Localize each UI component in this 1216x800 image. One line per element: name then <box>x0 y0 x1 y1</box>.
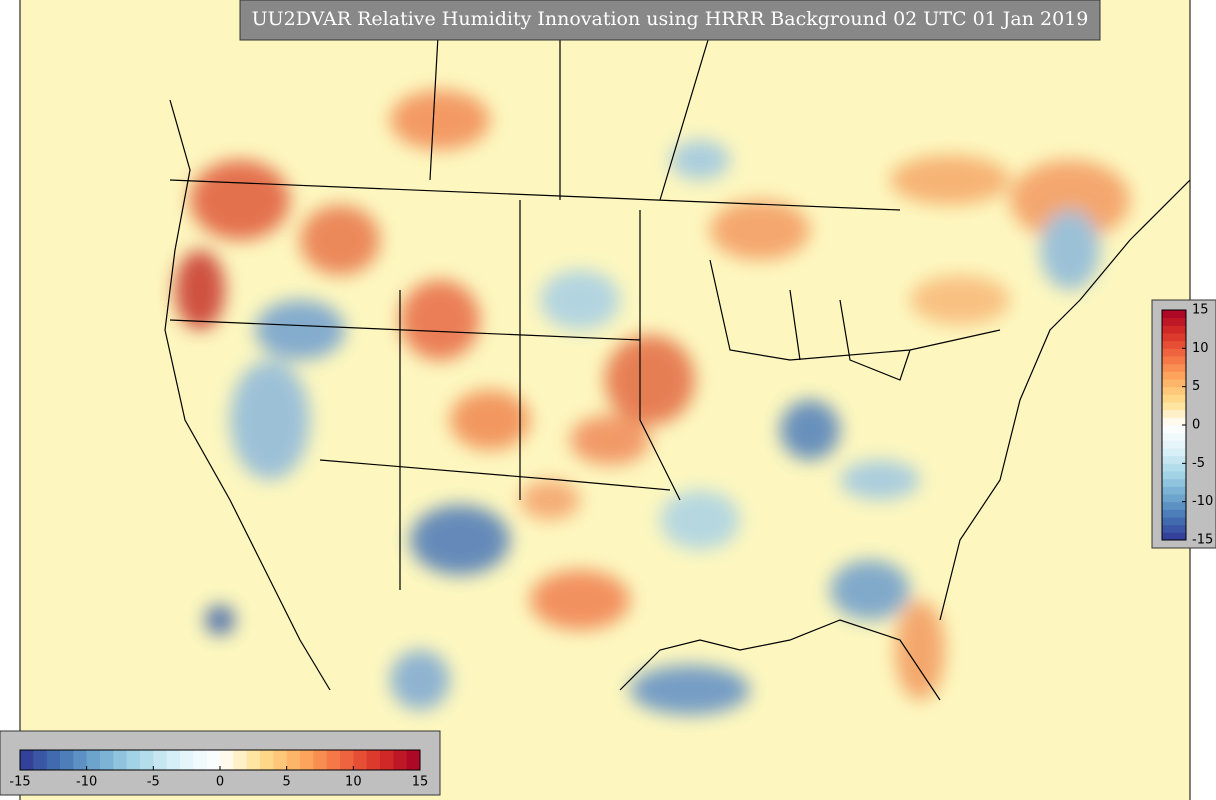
colorbar-swatch <box>86 750 101 770</box>
colorbar-tick-label: 10 <box>1192 341 1209 356</box>
colorbar-swatch <box>1162 379 1186 388</box>
colorbar-swatch <box>1162 509 1186 518</box>
colorbar-tick-label: -10 <box>1192 494 1213 509</box>
colorbar-swatch <box>286 750 301 770</box>
colorbar-swatch <box>1162 371 1186 380</box>
colorbar-swatch <box>33 750 48 770</box>
colorbar-swatch <box>1162 517 1186 526</box>
colorbar-swatch <box>1162 417 1186 426</box>
colorbar-swatch <box>393 750 408 770</box>
colorbar-tick-label: -5 <box>1192 456 1205 471</box>
colorbar-swatch <box>1162 425 1186 434</box>
colorbar-swatch <box>1162 348 1186 357</box>
colorbar-tick-label: -15 <box>1192 533 1213 548</box>
colorbar-swatch <box>1162 448 1186 457</box>
colorbar-swatch <box>1162 471 1186 480</box>
colorbar-swatch <box>246 750 261 770</box>
colorbar-swatch <box>46 750 61 770</box>
colorbar-swatch <box>1162 340 1186 349</box>
colorbar-swatch <box>1162 486 1186 495</box>
colorbar-swatch <box>20 750 34 770</box>
colorbar-swatch <box>166 750 181 770</box>
colorbar-swatch <box>100 750 114 770</box>
colorbar-tick-label: 15 <box>412 775 429 790</box>
colorbar-swatch <box>1162 356 1186 365</box>
colorbar-tick-label: 10 <box>345 775 362 790</box>
colorbar-swatch <box>1162 494 1186 503</box>
colorbar-tick-label: 5 <box>1192 379 1200 394</box>
colorbar-swatch <box>326 750 341 770</box>
colorbar-tick-label: 0 <box>216 775 224 790</box>
colorbar-swatch <box>113 750 128 770</box>
title-box <box>239 0 1101 41</box>
colorbar-swatch <box>220 750 234 770</box>
colorbar-tick-label: 15 <box>1192 303 1209 318</box>
colorbar-swatch <box>1162 402 1186 411</box>
colorbar-swatch <box>1162 532 1186 541</box>
colorbar-swatch <box>193 750 208 770</box>
colorbar-swatch <box>406 750 421 770</box>
colorbar-swatch <box>126 750 141 770</box>
colorbar-swatch <box>1162 501 1186 510</box>
colorbar-swatch <box>340 750 354 770</box>
colorbar-swatch <box>206 750 221 770</box>
colorbar-swatch <box>233 750 248 770</box>
map-title: UU2DVAR Relative Humidity Innovation usi… <box>252 8 1089 30</box>
colorbar-swatch <box>1162 363 1186 372</box>
colorbar-swatch <box>1162 394 1186 403</box>
colorbar-swatch <box>1162 409 1186 418</box>
colorbar-tick-label: -5 <box>147 775 160 790</box>
colorbar-swatch <box>1162 524 1186 533</box>
colorbar-swatch <box>1162 432 1186 441</box>
colorbar-swatch <box>313 750 328 770</box>
colorbar-swatch <box>1162 478 1186 487</box>
colorbar-swatch <box>180 750 194 770</box>
colorbar-swatch <box>1162 463 1186 472</box>
colorbar-swatch <box>380 750 394 770</box>
colorbar-swatch <box>1162 440 1186 449</box>
colorbar-swatch <box>353 750 368 770</box>
colorbar-swatch <box>300 750 314 770</box>
colorbar-swatch <box>1162 333 1186 342</box>
map-field <box>20 0 1190 800</box>
colorbar-swatch <box>260 750 274 770</box>
colorbar-swatch <box>60 750 74 770</box>
colorbar-tick-label: 0 <box>1192 418 1200 433</box>
colorbar-swatch <box>1162 325 1186 334</box>
colorbar-swatch <box>366 750 381 770</box>
colorbar-tick-label: -15 <box>9 775 30 790</box>
colorbar-swatch <box>1162 310 1186 319</box>
colorbar-swatch <box>140 750 154 770</box>
colorbar-swatch <box>273 750 288 770</box>
colorbar-swatch <box>1162 455 1186 464</box>
colorbar-tick-label: -10 <box>76 775 97 790</box>
colorbar-swatch <box>73 750 88 770</box>
colorbar-swatch <box>1162 386 1186 395</box>
colorbar-tick-label: 5 <box>283 775 291 790</box>
colorbar-swatch <box>1162 317 1186 326</box>
colorbar-swatch <box>153 750 168 770</box>
